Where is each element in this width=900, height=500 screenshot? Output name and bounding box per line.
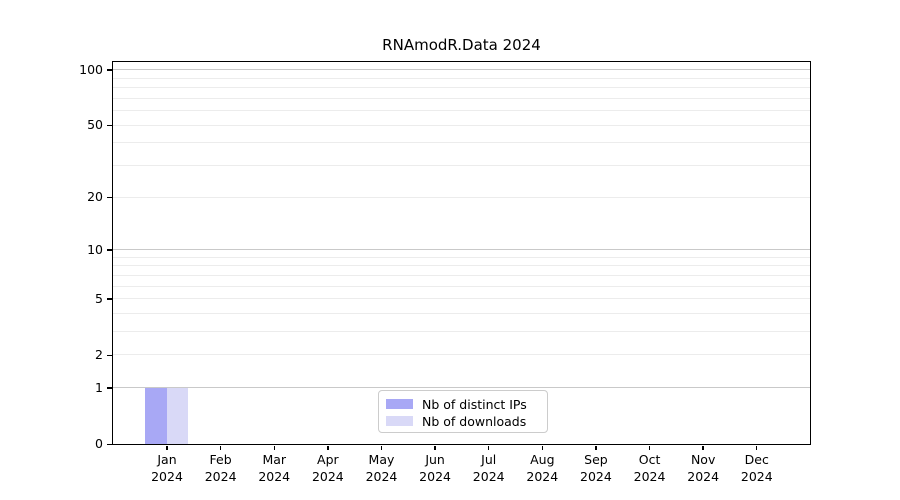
x-tick-month: Mar [262,452,287,467]
x-tick-year: 2024 [204,468,237,484]
chart-title: RNAmodR.Data 2024 [382,36,541,54]
x-tick-month: Dec [744,452,769,467]
x-tick-year: 2024 [633,468,666,484]
plot-area [112,61,811,445]
x-tick-year: 2024 [472,468,505,484]
y-tick-label: 2 [95,347,103,363]
legend-label-downloads: Nb of downloads [422,413,527,429]
legend-item-downloads: Nb of downloads [386,413,547,429]
x-tick-month: Aug [530,452,555,467]
x-tick-month: Feb [209,452,232,467]
x-tick [488,445,490,451]
y-major-gridline [113,249,810,250]
legend-swatch-downloads-icon [386,415,413,427]
y-minor-gridline [113,354,810,356]
bars-layer [113,62,810,444]
y-minor-gridline [113,110,810,112]
x-tick-label: Mar 2024 [243,452,305,485]
gridlines [113,62,810,444]
x-tick-label: Jul 2024 [458,452,520,485]
y-minor-gridline [113,77,810,79]
bar-distinct-ips-jan [145,387,167,444]
y-minor-gridline [113,142,810,144]
x-tick [756,445,758,451]
x-tick-year: 2024 [365,468,398,484]
y-tick-label: 100 [79,62,103,78]
x-tick-year: 2024 [311,468,344,484]
y-major-gridline [113,69,810,71]
x-tick-month: Sep [584,452,608,467]
x-tick-month: Jan [157,452,177,467]
y-minor-gridline [113,256,810,258]
x-tick-label: Dec 2024 [726,452,788,485]
x-tick-label: Feb 2024 [190,452,252,485]
y-tick-label: 1 [95,380,103,396]
y-minor-gridline [113,97,810,99]
x-tick [327,445,329,451]
x-tick-label: Jun 2024 [404,452,466,485]
y-minor-gridline [113,265,810,267]
y-tick-label: 50 [87,117,103,133]
y-minor-gridline [113,312,810,314]
y-minor-gridline [113,196,810,198]
x-tick-year: 2024 [151,468,183,484]
y-minor-gridline [113,87,810,89]
x-tick-month: Jun [425,452,445,467]
x-tick-year: 2024 [580,468,612,484]
y-tick-label: 20 [87,189,103,205]
x-tick [595,445,597,451]
x-tick-label: Aug 2024 [511,452,573,485]
x-tick-month: Nov [690,452,716,467]
x-tick [434,445,436,451]
x-tick-label: Nov 2024 [672,452,734,485]
x-tick [702,445,704,451]
x-tick-label: Sep 2024 [565,452,627,485]
x-tick-month: May [368,452,395,467]
x-tick [380,445,383,451]
x-tick-label: May 2024 [350,452,412,485]
x-tick-year: 2024 [740,468,773,484]
x-tick-label: Jan 2024 [136,452,198,485]
x-tick-month: Oct [638,452,661,467]
y-tick-label: 0 [95,436,103,452]
x-tick [541,445,543,451]
y-minor-gridline [113,274,810,276]
x-tick-month: Apr [317,452,339,467]
y-major-gridline [113,387,810,389]
x-tick-month: Jul [481,452,497,467]
x-tick-year: 2024 [526,468,559,484]
y-minor-gridline [113,164,810,166]
x-tick-year: 2024 [419,468,451,484]
x-tick-label: Apr 2024 [297,452,359,485]
y-tick-label: 5 [95,291,103,307]
x-tick [273,445,275,451]
x-tick-year: 2024 [258,468,291,484]
y-minor-gridline [113,331,810,333]
y-minor-gridline [113,285,810,287]
y-minor-gridline [113,124,810,126]
y-minor-gridline [113,298,810,300]
legend-swatch-distinct-ips-icon [386,398,413,410]
legend-label-distinct-ips: Nb of distinct IPs [422,396,527,412]
x-tick [166,445,168,451]
y-tick-label: 10 [87,241,103,257]
legend: Nb of distinct IPs Nb of downloads [378,390,548,433]
x-tick-label: Oct 2024 [619,452,681,485]
bar-downloads-jan [166,387,189,444]
x-tick [648,445,651,451]
x-tick-year: 2024 [687,468,720,484]
x-tick [219,445,222,451]
legend-item-distinct-ips: Nb of distinct IPs [386,396,547,412]
